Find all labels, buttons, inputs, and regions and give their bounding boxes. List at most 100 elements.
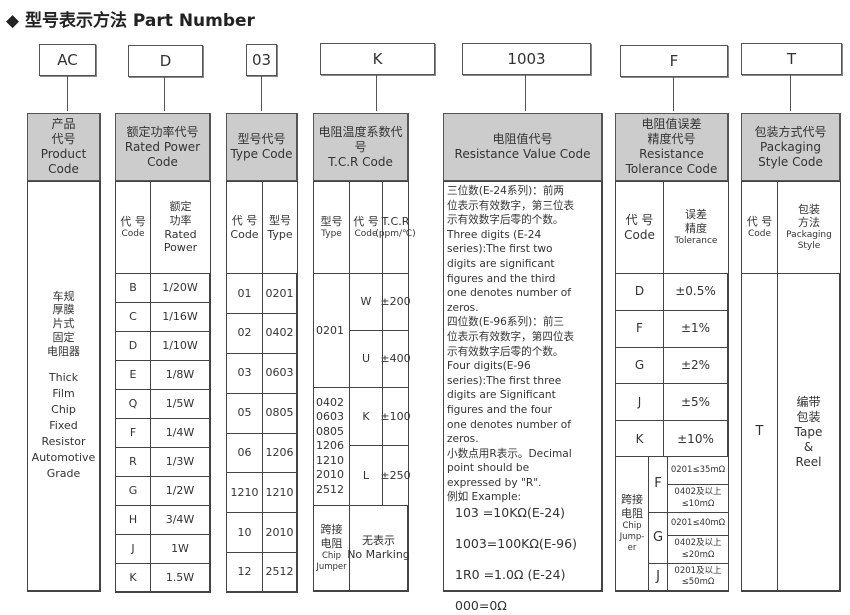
tcr-code-cell: L [349, 445, 383, 506]
header-en: Code [147, 154, 178, 169]
label: No Marking [347, 548, 410, 561]
type-value: 0603 [316, 410, 344, 424]
part-box-product: AC [39, 44, 96, 76]
tolerance-cell: G [615, 346, 664, 385]
jumper-code-f: F [648, 456, 668, 513]
tolerance-cell: D [615, 273, 664, 311]
header-en: Code [48, 162, 79, 176]
packaging-style-subheader: 包装 方法 Packaging Style [777, 181, 841, 274]
text: Automotive [31, 451, 96, 465]
header-en: Type Code [230, 147, 293, 161]
power-cell: 1.5W [150, 563, 211, 593]
type-code-subheader: 代 号 Code [226, 181, 263, 274]
text: Grade [46, 467, 81, 481]
label: Style [797, 241, 821, 252]
label: Code [747, 228, 772, 239]
type-cell: 0402 [262, 312, 298, 354]
text: 电阻器 [47, 344, 80, 358]
power-cell: 1/20W [150, 273, 211, 303]
type-cell: 06 [226, 432, 263, 474]
product-header: 产品 代号 Product Code [27, 113, 101, 182]
part-box-resistance: 1003 [462, 43, 591, 75]
product-body: 车规 厚膜 片式 固定 电阻器 Thick Film Chip Fixed Resistor Au… [27, 181, 101, 592]
tolerance-cell: ±2% [663, 346, 729, 385]
header-cn: 包装方式代号 [754, 124, 827, 139]
label: 型号 [320, 215, 343, 228]
header-en: Tolerance Code [625, 162, 718, 176]
label: 包装 [798, 202, 820, 216]
header-cn: 电阻值误差 [641, 117, 702, 131]
power-cell: G [115, 476, 151, 506]
tcr-code-cell: W [349, 273, 383, 331]
connector-line [261, 75, 262, 111]
jumper-j-all: 0201及以上 ≤50mΩ [667, 563, 729, 592]
tolerance-cell: ±1% [663, 309, 729, 348]
text: Fixed [49, 419, 78, 433]
resistance-description: 三位数(E-24系列)：前两 位表示有效数字，第三位表 示有效数字后零的个数。 … [443, 181, 603, 613]
header-cn: 型号代号 [237, 132, 286, 146]
label: 功率 [169, 213, 192, 227]
header-en: Resistance [639, 147, 704, 161]
text: Thick [48, 371, 79, 385]
type-value: 1210 [316, 453, 344, 467]
tcr-value-subheader: T.C.R (ppm/℃) [375, 181, 416, 274]
power-cell: 1W [150, 534, 211, 564]
packaging-code: T [741, 273, 778, 592]
power-cell: 1/3W [150, 447, 211, 477]
type-cell: 1206 [262, 432, 298, 474]
label: Type [321, 228, 342, 239]
text: 片式 [52, 317, 75, 331]
part-box-tcr: K [320, 43, 435, 75]
tcr-value-cell: ±100 [380, 387, 411, 446]
connector-line [673, 76, 674, 111]
label: er [627, 542, 637, 553]
type-value: 2512 [316, 482, 344, 496]
header-cn: 电阻值代号 [492, 132, 553, 146]
power-cell: D [115, 331, 151, 361]
page-title: ◆ 型号表示方法 Part Number [6, 11, 255, 31]
label: 型号 [269, 213, 291, 227]
power-cell: H [115, 505, 151, 535]
connector-line [164, 76, 165, 111]
jumper-f-0402: 0402及以上 ≤10mΩ [667, 484, 729, 513]
label: Rated [164, 227, 197, 241]
packaging-code-subheader: 代 号 Code [741, 181, 778, 274]
tcr-code-subheader: 代 号 Code [349, 181, 383, 274]
power-cell: 1/16W [150, 302, 211, 332]
jumper-code-j: J [648, 563, 668, 592]
label: Code [121, 228, 145, 239]
power-cell: C [115, 302, 151, 332]
label: Jumper [316, 561, 347, 572]
label: 方法 [798, 216, 820, 230]
part-box-packaging: T [741, 43, 842, 75]
tcr-jumper: 跨接 电阻 Chip Jumper [313, 505, 350, 592]
type-cell: 02 [226, 312, 263, 354]
label: Code [354, 228, 378, 239]
jumper-g-0201: 0201≤40mΩ [667, 512, 729, 536]
text: Film [52, 387, 75, 401]
header-cn: 电阻温度系数代号 [318, 124, 403, 154]
header-cn: 额定功率代号 [126, 124, 199, 139]
type-cell: 2010 [262, 512, 298, 554]
label: 代 号 [231, 213, 258, 227]
tcr-code-cell: K [349, 387, 383, 446]
label: 代 号 [353, 215, 379, 228]
tcr-value-cell: ±200 [380, 273, 411, 331]
tolerance-cell: ±5% [663, 383, 729, 422]
type-cell: 0201 [262, 273, 298, 314]
label: 误差 [685, 208, 707, 222]
tolerance-value-subheader: 误差 精度 Tolerance [663, 181, 729, 274]
header-cn: 精度代号 [647, 132, 696, 146]
type-cell: 1210 [262, 472, 298, 514]
tolerance-cell: J [615, 383, 664, 422]
label: 额定 [169, 200, 192, 213]
power-value-subheader: 额定 功率 Rated Power [150, 181, 211, 274]
description-text: 三位数(E-24系列)：前两 位表示有效数字，第三位表 示有效数字后零的个数。 … [447, 185, 575, 504]
connector-line [790, 74, 791, 111]
type-value: 1206 [316, 439, 344, 453]
type-value: 2010 [316, 468, 344, 482]
label: 电阻 [621, 506, 643, 520]
type-value: 0805 [316, 424, 344, 438]
label: Chip [622, 520, 642, 531]
tolerance-cell: ±10% [663, 420, 729, 458]
